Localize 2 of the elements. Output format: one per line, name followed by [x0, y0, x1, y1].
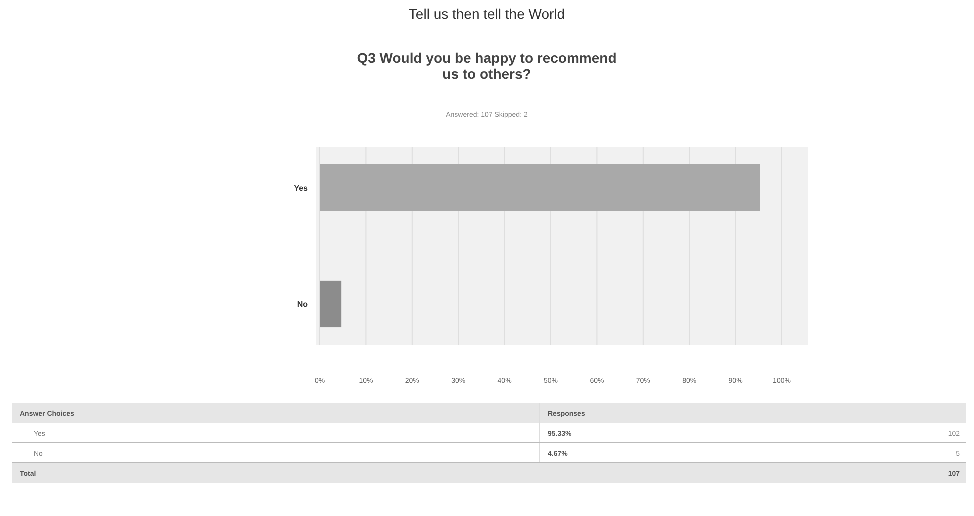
chart-subtitle: Q3 Would you be happy to recommend us to others?: [357, 50, 617, 82]
chart-title: Tell us then tell the World: [408, 6, 566, 22]
